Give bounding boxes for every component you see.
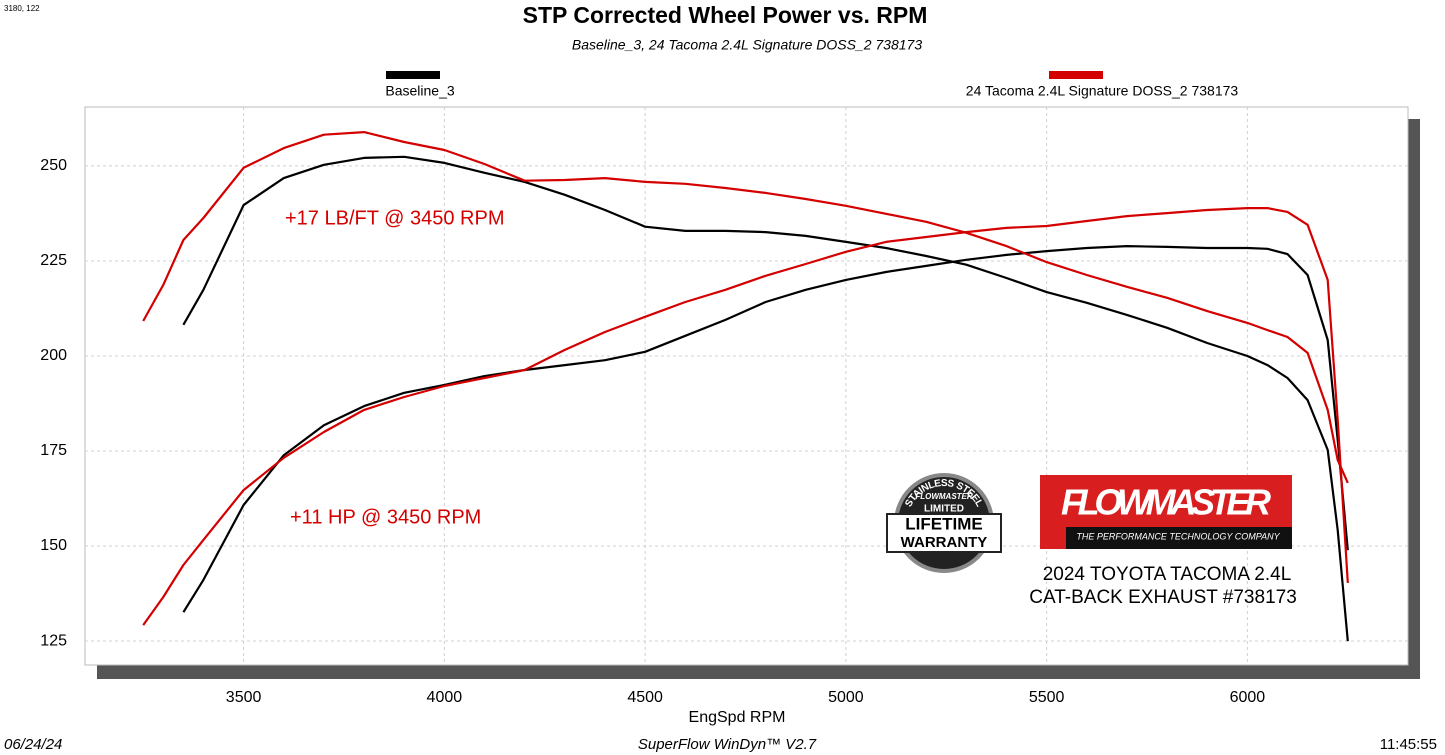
brand-logo: FLOWMASTER THE PERFORMANCE TECHNOLOGY CO… xyxy=(1040,475,1292,549)
badge-line: LIMITED xyxy=(924,504,964,515)
x-tick-label: 5000 xyxy=(828,689,864,706)
y-tick-label: 125 xyxy=(40,632,67,649)
y-tick-label: 150 xyxy=(40,537,67,554)
y-tick-label: 250 xyxy=(40,157,67,174)
x-tick-label: 4000 xyxy=(427,689,463,706)
footer-software: SuperFlow WinDyn™ V2.7 xyxy=(638,736,817,753)
legend-swatch xyxy=(386,71,440,79)
brand-tagline: THE PERFORMANCE TECHNOLOGY COMPANY xyxy=(1076,531,1280,541)
plot-area xyxy=(84,106,1409,666)
legend-label: Baseline_3 xyxy=(385,83,454,99)
product-text: CAT-BACK EXHAUST #738173 xyxy=(1029,587,1297,608)
x-axis-label: EngSpd RPM xyxy=(689,709,786,726)
footer-date: 06/24/24 xyxy=(4,736,62,753)
grid xyxy=(85,107,1408,665)
series-line xyxy=(142,207,1349,626)
series-line xyxy=(142,131,1349,484)
legend-swatch xyxy=(1049,71,1103,79)
y-tick-label: 200 xyxy=(40,347,67,364)
x-tick-label: 5500 xyxy=(1029,689,1065,706)
x-tick-label: 4500 xyxy=(627,689,663,706)
lines xyxy=(142,131,1349,642)
product-text: 2024 TOYOTA TACOMA 2.4L xyxy=(1043,564,1292,585)
badge-line: WARRANTY xyxy=(901,534,988,551)
badge-line: LIFETIME xyxy=(905,514,982,533)
badge-brand: FLOWMASTER xyxy=(915,492,973,501)
footer-time: 11:45:55 xyxy=(1380,736,1437,753)
series-line xyxy=(182,245,1349,613)
warranty-badge: STAINLESS STEEL FLOWMASTER LIMITED LIFET… xyxy=(886,473,1002,573)
y-tick-label: 175 xyxy=(40,442,67,459)
annotation: +11 HP @ 3450 RPM xyxy=(290,506,481,528)
corner-note: 3180, 122 xyxy=(4,4,40,13)
x-tick-label: 3500 xyxy=(226,689,262,706)
annotation: +17 LB/FT @ 3450 RPM xyxy=(285,207,504,229)
chart-title: STP Corrected Wheel Power vs. RPM xyxy=(523,2,928,28)
legend-label: 24 Tacoma 2.4L Signature DOSS_2 738173 xyxy=(966,83,1239,99)
y-tick-label: 225 xyxy=(40,252,67,269)
series-line xyxy=(182,155,1349,642)
x-tick-label: 6000 xyxy=(1230,689,1266,706)
brand-name: FLOWMASTER xyxy=(1061,482,1271,523)
chart-subtitle: Baseline_3, 24 Tacoma 2.4L Signature DOS… xyxy=(572,37,922,53)
